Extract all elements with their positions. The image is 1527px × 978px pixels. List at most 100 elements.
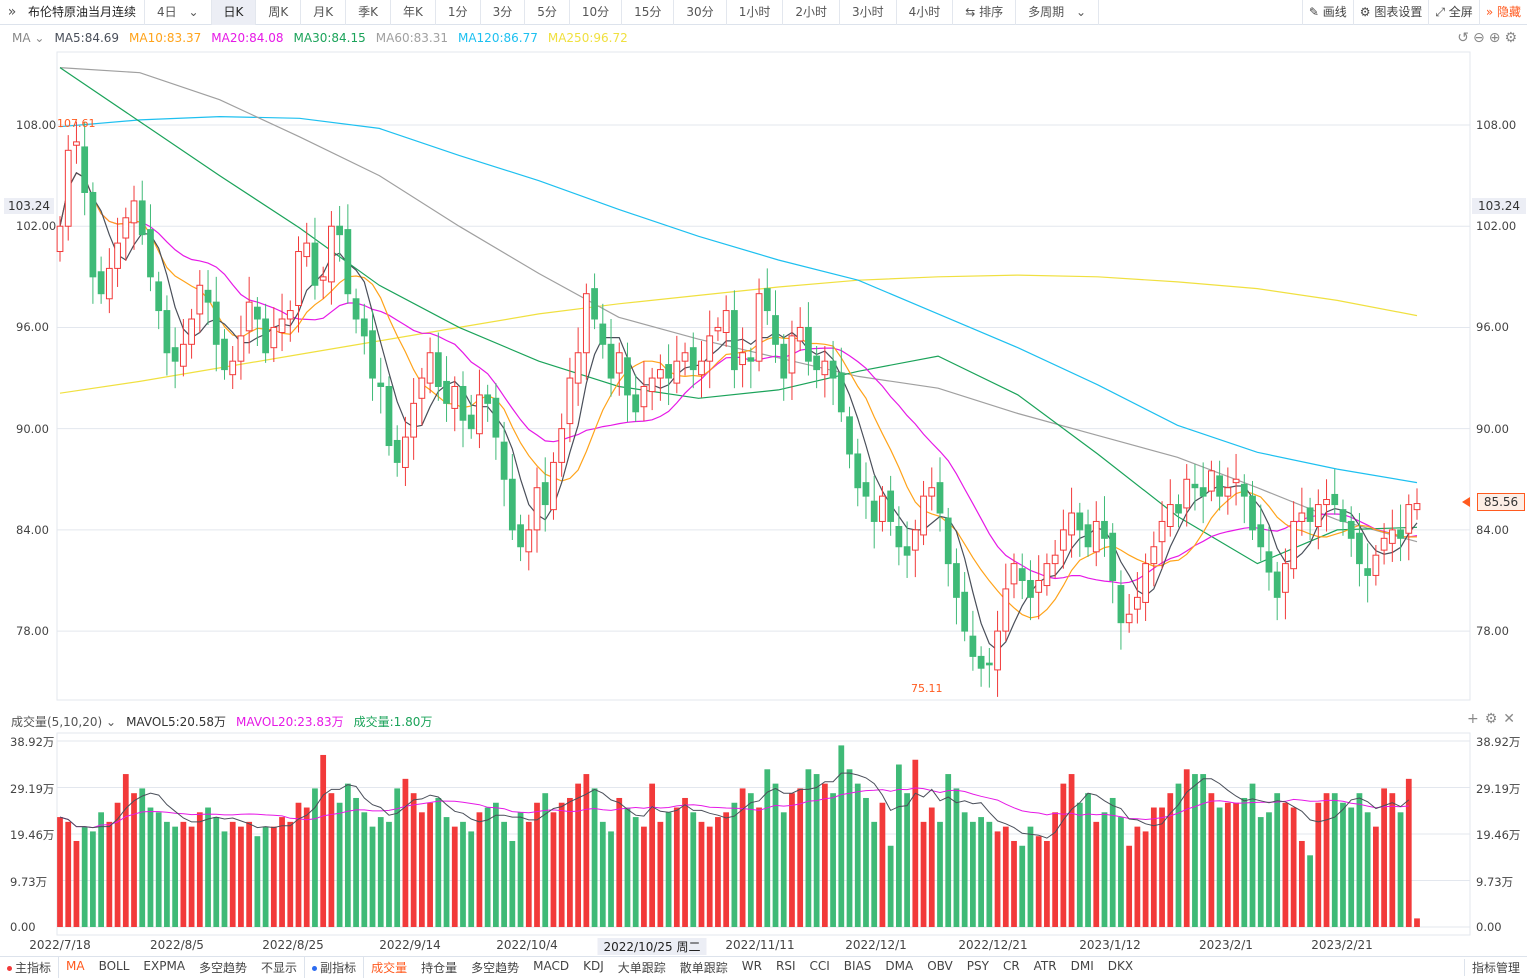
sub-indicator-item[interactable]: CCI: [809, 958, 830, 973]
date-label: 2023/1/12: [1079, 938, 1141, 952]
candle-body: [722, 310, 730, 334]
tab-period[interactable]: 10分: [570, 0, 623, 25]
sub-indicator-item[interactable]: ATR: [1033, 958, 1057, 973]
candle-body: [1397, 529, 1404, 539]
volume-bar: [1002, 826, 1009, 927]
candle-body: [591, 288, 598, 320]
zoom-out-icon[interactable]: ⊖: [1472, 30, 1485, 46]
ma-select[interactable]: MA ⌄: [12, 31, 44, 45]
tab-period[interactable]: 15分: [622, 0, 675, 25]
volume-indicator-select[interactable]: 成交量(5,10,20) ⌄: [11, 713, 116, 730]
period-select[interactable]: 4日 ⌄: [145, 0, 212, 25]
volume-bar: [912, 759, 919, 927]
candle-body: [541, 482, 549, 506]
candle-body: [796, 326, 804, 342]
volume-bar: [1142, 831, 1149, 927]
sub-indicator-item[interactable]: DMI: [1070, 958, 1094, 973]
volume-bar: [813, 774, 820, 927]
sub-indicator-item[interactable]: 散单跟踪: [679, 960, 728, 975]
main-indicator-item[interactable]: 不显示: [261, 960, 298, 975]
sub-indicator-item[interactable]: 多空趋势: [471, 960, 520, 975]
add-icon[interactable]: +: [1466, 711, 1479, 727]
chart-settings-button[interactable]: ⚙ 图表设置: [1352, 0, 1429, 25]
candle-body: [1059, 529, 1067, 551]
candle-body: [1323, 499, 1330, 506]
fullscreen-label: 全屏: [1448, 5, 1473, 19]
tab-period[interactable]: 2小时: [783, 0, 840, 25]
volume-bar: [443, 817, 450, 927]
volume-bar: [970, 821, 976, 927]
tab-period[interactable]: 季K: [346, 0, 392, 25]
volume-bar: [155, 812, 162, 927]
volume-bar: [1224, 802, 1231, 927]
volume-bar: [1241, 797, 1248, 927]
tab-period[interactable]: 月K: [301, 0, 347, 25]
indicator-manage-button[interactable]: 指标管理: [1463, 958, 1527, 976]
crosshair-price-left: 103.24: [4, 198, 54, 214]
tab-period[interactable]: 3分: [481, 0, 526, 25]
candle-body: [788, 335, 796, 374]
close-icon[interactable]: ✕: [1503, 711, 1515, 727]
tab-period[interactable]: 4小时: [897, 0, 954, 25]
ma30-line: [59, 67, 1418, 565]
tab-period[interactable]: 日K: [211, 0, 257, 25]
tab-period[interactable]: 年K: [391, 0, 436, 25]
fullscreen-button[interactable]: ⤢ 全屏: [1428, 0, 1478, 25]
sub-indicator-item[interactable]: BIAS: [843, 958, 872, 973]
volume-bar: [525, 821, 532, 927]
candle-body: [1257, 524, 1265, 548]
ma-legend: MA ⌄ MA5:84.69 MA10:83.37 MA20:84.08 MA30:8…: [12, 31, 628, 45]
volume-bar: [731, 802, 738, 927]
sub-indicator-item[interactable]: RSI: [776, 958, 796, 973]
date-label: 2022/7/18: [29, 938, 91, 952]
tab-period[interactable]: 1分: [436, 0, 481, 25]
sub-indicator-item[interactable]: DKX: [1107, 958, 1134, 973]
draw-line-button[interactable]: ✎ 画线: [1301, 0, 1353, 25]
sub-indicator-item[interactable]: CR: [1002, 958, 1020, 973]
volume-bar: [1208, 793, 1215, 927]
volume-bar: [599, 821, 606, 927]
candle-body: [262, 318, 269, 354]
expand-sidebar-icon[interactable]: »: [7, 4, 17, 20]
volume-bar: [928, 807, 935, 927]
sub-indicator-item[interactable]: KDJ: [583, 958, 604, 973]
candle-body: [985, 662, 993, 666]
volume-bar: [723, 812, 730, 927]
tab-period[interactable]: 5分: [525, 0, 570, 25]
sub-indicator-item[interactable]: MACD: [533, 958, 570, 973]
candle-body: [369, 330, 376, 379]
candle-body: [1191, 483, 1199, 489]
main-indicator-item[interactable]: EXPMA: [143, 958, 186, 973]
sub-indicator-item[interactable]: 成交量: [371, 960, 408, 975]
sub-indicator-item[interactable]: DMA: [885, 958, 914, 973]
tab-period[interactable]: 3小时: [840, 0, 897, 25]
reset-icon[interactable]: ↺: [1457, 30, 1469, 46]
candle-body: [1027, 579, 1034, 598]
sub-indicator-item[interactable]: OBV: [927, 958, 953, 973]
sub-indicator-item[interactable]: 持仓量: [421, 960, 458, 975]
sub-indicator-item[interactable]: 大单跟踪: [617, 960, 666, 975]
sub-indicator-item[interactable]: PSY: [966, 958, 989, 973]
tab-period[interactable]: 周K: [256, 0, 302, 25]
tab-period[interactable]: 1小时: [727, 0, 784, 25]
candle-body: [303, 242, 311, 258]
pencil-icon: ✎: [1308, 5, 1319, 19]
multi-period-button[interactable]: 多周期 ⌄: [1016, 0, 1100, 25]
main-indicator-item[interactable]: BOLL: [98, 958, 130, 973]
sub-indicator-item[interactable]: WR: [741, 958, 762, 973]
tab-period[interactable]: 30分: [674, 0, 727, 25]
crosshair-price-right: 103.24: [1472, 198, 1526, 214]
main-indicator-item[interactable]: MA: [66, 958, 85, 973]
candle-body: [1076, 512, 1084, 531]
sort-button[interactable]: ⇆ 排序: [953, 0, 1017, 25]
volume-bar: [1027, 826, 1034, 927]
volume-value: 成交量:1.80万: [353, 715, 433, 729]
candle-body: [138, 200, 146, 236]
hide-button[interactable]: » 隐藏: [1478, 0, 1527, 25]
volume-bar: [57, 817, 63, 927]
gear-icon[interactable]: ⚙: [1484, 711, 1498, 727]
zoom-in-icon[interactable]: ⊕: [1488, 30, 1501, 46]
settings-icon[interactable]: ⚙: [1504, 30, 1517, 46]
main-indicator-item[interactable]: 多空趋势: [199, 960, 248, 975]
